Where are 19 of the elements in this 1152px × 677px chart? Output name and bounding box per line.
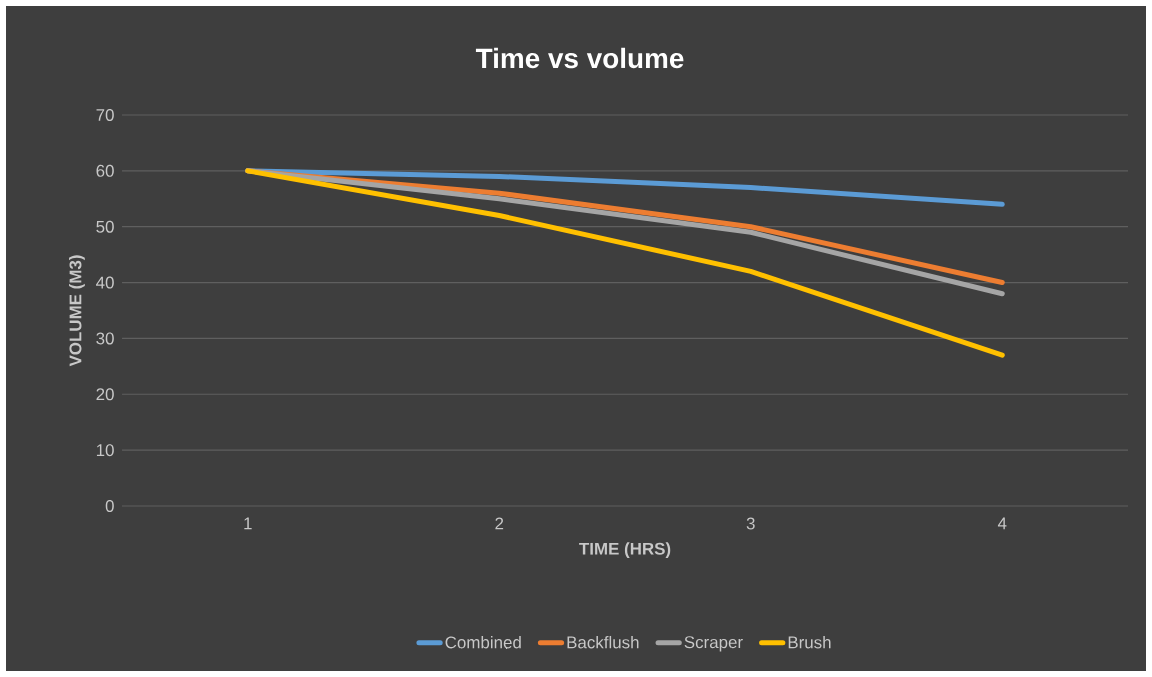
y-tick-label: 60 (96, 164, 114, 177)
y-tick-label: 10 (96, 444, 114, 457)
y-tick-label: 0 (105, 499, 114, 512)
x-tick-label: 3 (746, 517, 755, 530)
legend-label: Backflush (567, 635, 639, 649)
x-tick-label: 4 (997, 517, 1007, 530)
legend-label: Combined (445, 635, 521, 649)
legend-label: Brush (788, 635, 831, 649)
y-tick-label: 50 (96, 220, 114, 233)
y-tick-label: 20 (96, 388, 114, 401)
x-axis-title: TIME (HRS) (579, 542, 671, 559)
x-tick-label: 2 (495, 517, 504, 530)
y-axis-title: VOLUME (M3) (69, 255, 85, 367)
y-tick-label: 30 (96, 332, 114, 345)
legend-label: Scraper (684, 636, 743, 652)
chart-title: Time vs volume (475, 47, 684, 69)
x-tick-label: 1 (244, 517, 252, 530)
y-tick-label: 40 (96, 276, 114, 289)
y-tick-label: 70 (96, 108, 114, 121)
